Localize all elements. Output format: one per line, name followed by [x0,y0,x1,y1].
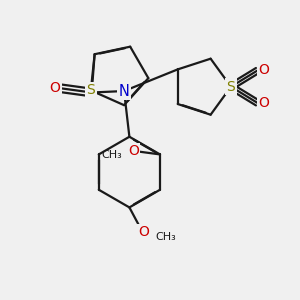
Text: O: O [258,64,269,77]
Text: O: O [50,81,60,95]
Text: O: O [128,145,139,158]
Text: S: S [226,80,235,94]
Text: CH₃: CH₃ [101,150,122,160]
Text: O: O [139,225,149,239]
Text: CH₃: CH₃ [156,232,177,242]
Text: S: S [86,83,95,98]
Text: O: O [258,96,269,110]
Text: N: N [118,83,130,98]
